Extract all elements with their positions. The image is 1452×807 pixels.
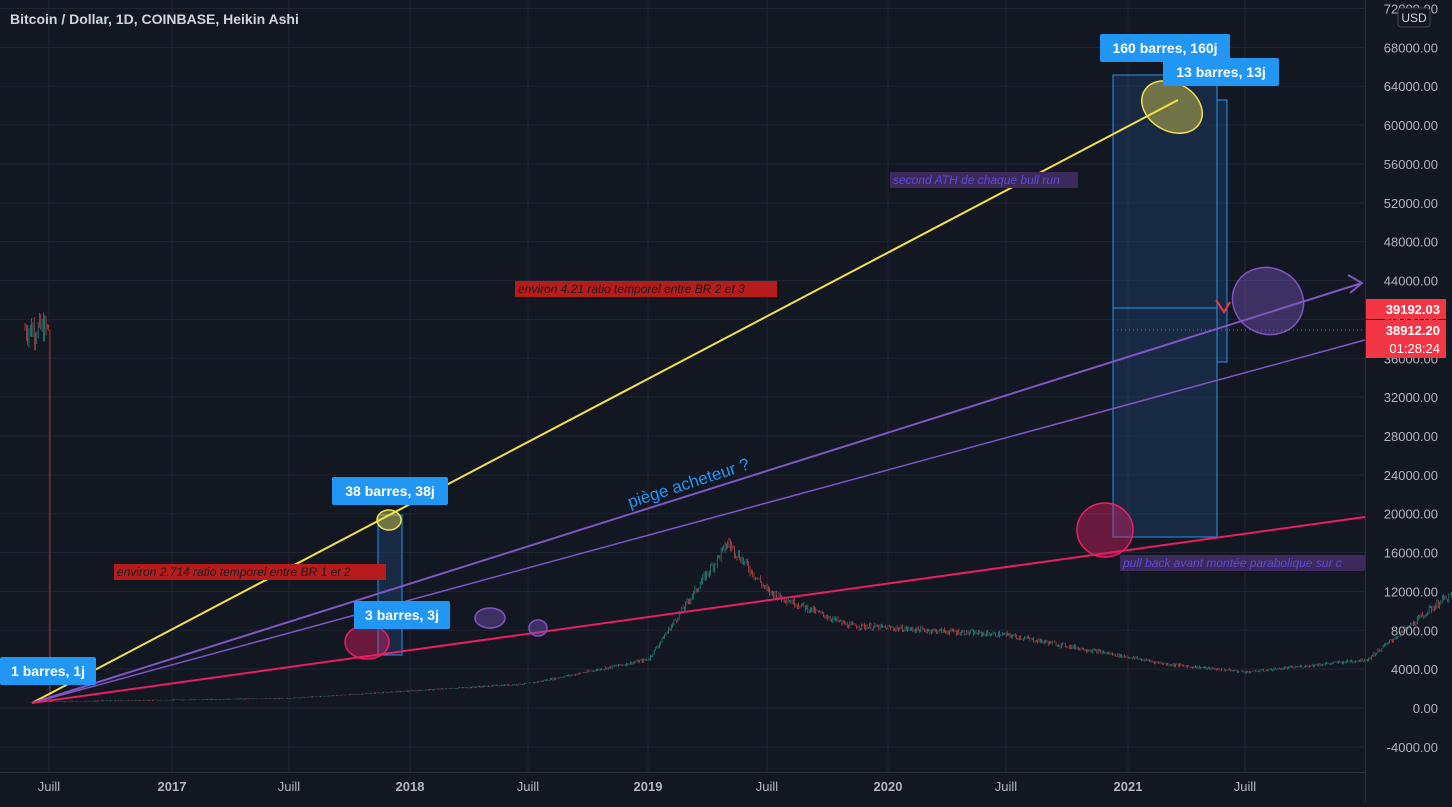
measure-box[interactable] [1112, 74, 1218, 538]
time-tick-label: 2018 [396, 779, 425, 794]
price-tick-label: 16000.00 [1384, 546, 1438, 561]
price-tick-label: 48000.00 [1384, 235, 1438, 250]
price-tick-label: -4000.00 [1387, 740, 1438, 755]
time-tick-label: Juill [995, 779, 1018, 794]
drop-arrow [1215, 299, 1231, 314]
measure-box[interactable] [1216, 99, 1228, 363]
red-trendline[interactable] [31, 516, 1366, 704]
price-tick-label: 52000.00 [1384, 196, 1438, 211]
purple-trendline-upper[interactable] [31, 282, 1363, 704]
time-tick-label: Juill [38, 779, 61, 794]
price-tick-label: 12000.00 [1384, 584, 1438, 599]
yellow-trendline[interactable] [31, 99, 1179, 704]
target-ellipse[interactable] [1221, 256, 1314, 346]
ratio-note-1-text: environ 2.714 ratio temporel entre BR 1 … [117, 565, 351, 579]
countdown-text: 01:28:24 [1389, 341, 1440, 356]
pullback-note[interactable] [1120, 555, 1365, 571]
pullback-ellipse[interactable] [1076, 502, 1134, 558]
price-tag-high-text: 39192.03 [1386, 302, 1440, 317]
price-tick-label: 32000.00 [1384, 390, 1438, 405]
time-tick-label: Juill [278, 779, 301, 794]
measure-label-3-text: 38 barres, 38j [345, 483, 435, 499]
measure-label-4-text: 160 barres, 160j [1112, 40, 1217, 56]
time-tick-label: Juill [517, 779, 540, 794]
ratio-note-1[interactable] [114, 564, 386, 580]
time-tick-label: 2021 [1114, 779, 1143, 794]
time-tick-label: 2017 [158, 779, 187, 794]
ratio-note-2-text: environ 4.21 ratio temporel entre BR 2 e… [518, 282, 745, 296]
measure-label-1-text: 1 barres, 1j [11, 663, 85, 679]
ath-note[interactable] [890, 172, 1078, 188]
time-tick-label: Juill [1234, 779, 1257, 794]
price-tick-label: 4000.00 [1391, 662, 1438, 677]
purple-trendline-lower[interactable] [31, 339, 1366, 704]
price-tag-current [1366, 320, 1446, 358]
price-tag-current-text: 38912.20 [1386, 323, 1440, 338]
trap-note[interactable]: piège acheteur ? [625, 455, 751, 512]
measure-label-3[interactable] [332, 477, 448, 505]
pullback-note-text: pull back avant montée parabolique sur c [1122, 556, 1342, 570]
ath-ellipse[interactable] [1132, 70, 1211, 144]
time-tick-label: Juill [756, 779, 779, 794]
chart-title: Bitcoin / Dollar, 1D, COINBASE, Heikin A… [10, 11, 299, 27]
price-tick-label: 68000.00 [1384, 40, 1438, 55]
price-tick-label: 0.00 [1413, 701, 1438, 716]
trendline-arrowhead [1347, 274, 1364, 294]
price-tick-label: 60000.00 [1384, 118, 1438, 133]
currency-label: USD [1401, 11, 1427, 25]
pullback-ellipse[interactable] [344, 624, 390, 660]
time-tick-label: 2020 [874, 779, 903, 794]
price-tick-label: 56000.00 [1384, 157, 1438, 172]
price-tick-label: 64000.00 [1384, 79, 1438, 94]
ratio-note-2[interactable] [515, 281, 777, 297]
trap-ellipse[interactable] [528, 619, 548, 637]
ath-note-text: second ATH de chaque bull run [893, 173, 1060, 187]
measure-box[interactable] [377, 514, 403, 656]
measure-label-2[interactable] [354, 601, 450, 629]
ath-ellipse[interactable] [376, 509, 402, 531]
price-tick-label: 28000.00 [1384, 429, 1438, 444]
price-tick-label: 20000.00 [1384, 507, 1438, 522]
price-tick-label: 8000.00 [1391, 623, 1438, 638]
measure-label-2-text: 3 barres, 3j [365, 607, 439, 623]
measure-label-5-text: 13 barres, 13j [1176, 64, 1266, 80]
measure-label-5[interactable] [1163, 58, 1279, 86]
measure-label-1[interactable] [0, 657, 96, 685]
currency-selector[interactable] [1397, 7, 1431, 28]
price-tag-high [1366, 299, 1446, 319]
price-tick-label: 24000.00 [1384, 468, 1438, 483]
trap-ellipse[interactable] [474, 607, 506, 629]
time-tick-label: 2019 [634, 779, 663, 794]
price-tick-label: 44000.00 [1384, 274, 1438, 289]
measure-label-4[interactable] [1100, 34, 1230, 62]
